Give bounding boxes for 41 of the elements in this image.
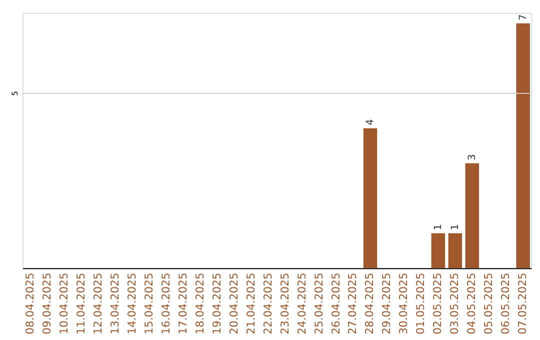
data-label: 1 [450,224,462,230]
x-tick-label: 30.04.2025 [397,272,410,334]
bar [448,233,462,268]
x-tick-label: 29.04.2025 [380,272,394,334]
x-tick-label: 14.04.2025 [125,272,138,334]
x-tick-label: 23.04.2025 [278,272,292,334]
x-tick-label: 24.04.2025 [295,272,308,334]
bar [363,128,378,268]
x-tick-label: 19.04.2025 [210,272,224,334]
x-tick-label: 08.04.2025 [24,272,37,334]
data-label: 1 [433,224,444,230]
x-tick-label: 18.04.2025 [193,272,206,334]
x-tick-label: 17.04.2025 [176,272,190,334]
x-tick-label: 05.05.2025 [482,272,496,334]
x-tick-label: 22.04.2025 [261,272,274,334]
bar [516,23,530,268]
x-tick-label: 26.04.2025 [329,272,342,334]
x-tick-label: 16.04.2025 [159,272,172,334]
x-tick-label: 20.04.2025 [227,272,240,334]
x-tick-label: 10.04.2025 [58,272,71,334]
x-tick-label: 06.05.2025 [499,272,512,334]
ref-line-label: 5 [10,90,20,96]
x-tick-label: 12.04.2025 [92,272,105,334]
x-tick-label: 03.05.2025 [448,272,462,334]
data-label: 3 [467,154,478,160]
x-tick-label: 27.04.2025 [346,272,360,334]
data-label: 4 [365,119,376,126]
x-tick-label: 15.04.2025 [142,272,156,334]
x-tick-label: 09.04.2025 [40,272,54,334]
x-tick-label: 11.04.2025 [74,272,88,334]
x-tick-label: 01.05.2025 [414,272,428,334]
data-label: 7 [518,14,530,20]
x-tick-label: 02.05.2025 [431,272,444,334]
x-tick-label: 25.04.2025 [312,272,326,334]
x-tick-label: 13.04.2025 [108,272,122,334]
x-tick-label: 28.04.2025 [363,272,376,334]
bar [465,163,480,268]
x-tick-label: 07.05.2025 [516,272,530,334]
x-tick-label: 04.05.2025 [465,272,478,334]
bar [431,233,446,268]
x-tick-label: 21.04.2025 [244,272,258,334]
